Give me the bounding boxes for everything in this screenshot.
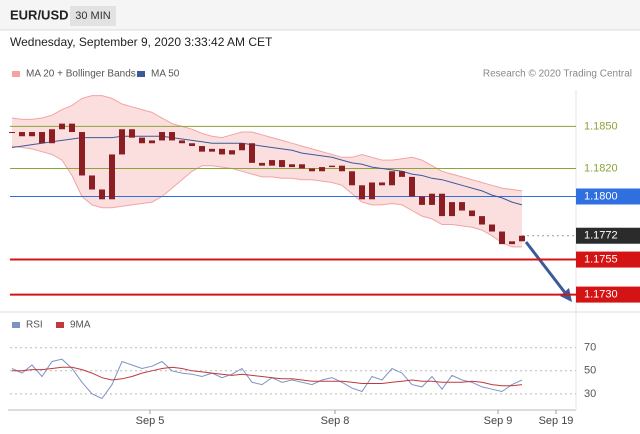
candle	[209, 148, 215, 152]
candle	[169, 132, 175, 141]
candle	[319, 167, 325, 172]
candle	[419, 196, 425, 205]
candle	[9, 132, 15, 134]
x-tick-label: Sep 9	[484, 415, 513, 427]
ma-line	[11, 135, 523, 206]
band-lower	[11, 145, 522, 248]
candle	[439, 193, 445, 217]
legend-swatch	[137, 71, 145, 77]
source: Research © 2020 Trading Central	[483, 69, 632, 80]
candle	[239, 143, 245, 151]
indicator-line	[12, 366, 523, 387]
level-tag	[576, 188, 640, 205]
legend-label: RSI	[26, 320, 43, 331]
level-label: 1.1850	[584, 120, 618, 132]
candle	[199, 146, 205, 152]
candle	[289, 164, 295, 168]
legend-label: MA 20 + Bollinger Bands	[26, 69, 136, 80]
datetime: Wednesday, September 9, 2020 3:33:42 AM …	[10, 35, 273, 49]
x-tick-label: Sep 8	[321, 415, 350, 427]
forecast-arrow	[524, 241, 568, 295]
legend-label: MA 50	[151, 69, 180, 80]
candle	[79, 132, 85, 176]
candle	[519, 235, 525, 242]
candle	[329, 165, 335, 168]
candle	[49, 129, 55, 144]
candle	[359, 185, 365, 200]
candle	[179, 140, 185, 144]
candle	[489, 224, 495, 232]
candle	[59, 123, 65, 130]
candle	[249, 143, 255, 163]
candle	[109, 154, 115, 200]
candle	[19, 132, 25, 137]
timeframe-badge	[70, 6, 116, 26]
candle	[349, 171, 355, 186]
level-tag	[576, 227, 640, 244]
level-label: 1.1800	[584, 190, 618, 202]
candle	[379, 182, 385, 186]
candle	[119, 129, 125, 155]
level-tag	[576, 286, 640, 303]
candle	[339, 165, 345, 172]
candle	[459, 202, 465, 211]
legend-swatch	[12, 322, 20, 328]
y-tick-label: 50	[584, 365, 596, 377]
candle	[299, 164, 305, 169]
candle	[409, 176, 415, 197]
level-label: 1.1755	[584, 253, 618, 265]
candle	[39, 132, 45, 144]
candle	[99, 189, 105, 200]
y-tick-label: 30	[584, 388, 596, 400]
legend-label: 9MA	[70, 320, 91, 331]
candle	[279, 160, 285, 168]
level-label: 1.1772	[584, 230, 618, 242]
candle	[509, 241, 515, 245]
candle	[269, 160, 275, 166]
candle	[449, 202, 455, 217]
candle	[69, 123, 75, 133]
candle	[259, 162, 265, 166]
timeframe: 30 MIN	[75, 10, 111, 22]
level-label: 1.1730	[584, 288, 618, 300]
bollinger-band	[12, 95, 522, 247]
level-label: 1.1820	[584, 162, 618, 174]
candle	[219, 148, 225, 155]
candle	[229, 150, 235, 155]
legend-swatch	[56, 322, 64, 328]
candle	[29, 132, 35, 137]
level-tag	[576, 251, 640, 268]
candle	[149, 140, 155, 144]
x-tick-label: Sep 5	[136, 415, 165, 427]
symbol: EUR/USD	[10, 7, 69, 22]
candle	[479, 216, 485, 225]
candle	[139, 137, 145, 144]
legend-swatch	[12, 71, 20, 77]
y-tick-label: 70	[584, 342, 596, 354]
candle	[499, 231, 505, 245]
candle	[189, 143, 195, 147]
x-tick-label: Sep 19	[539, 415, 574, 427]
candle	[89, 175, 95, 190]
candle	[469, 210, 475, 217]
candle	[429, 193, 435, 205]
candle	[159, 132, 165, 141]
candle	[399, 171, 405, 177]
candle	[389, 171, 395, 186]
candle	[309, 168, 315, 172]
candle	[369, 182, 375, 200]
indicator-line	[11, 358, 523, 400]
candle	[129, 129, 135, 138]
